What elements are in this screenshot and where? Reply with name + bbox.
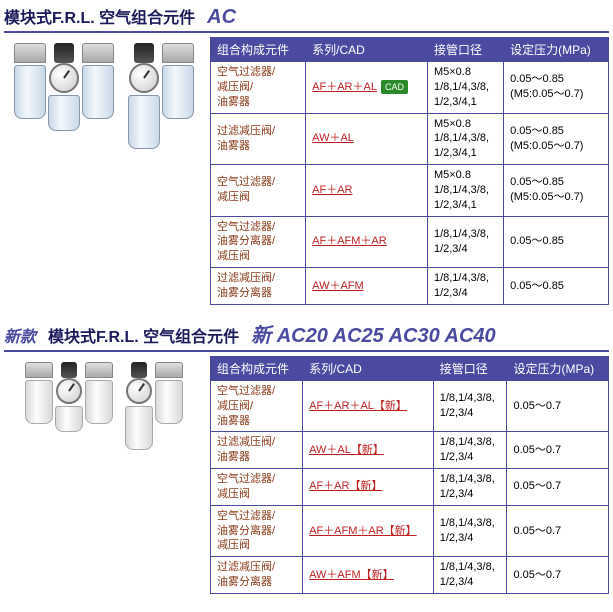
cell-component: 空气过滤器/减压阀/油雾器: [211, 62, 306, 114]
table-header: 设定压力(MPa): [507, 356, 609, 380]
series-link[interactable]: AF＋AR: [312, 184, 352, 196]
cell-component: 过滤减压阀/油雾分离器: [211, 268, 306, 305]
section1-title-code: AC: [207, 6, 236, 29]
table-header: 组合构成元件: [211, 38, 306, 62]
table-header: 接管口径: [427, 38, 503, 62]
section2-title-code: 新 AC20 AC25 AC30 AC40: [251, 319, 496, 348]
cell-component: 空气过滤器/油雾分离器/减压阀: [211, 216, 306, 268]
cell-port: 1/8,1/4,3/8,1/2,3/4: [433, 432, 507, 469]
cell-series: AF＋AR【新】: [303, 469, 434, 506]
section1-product-image: [4, 37, 204, 149]
section2-title-main: 模块式F.R.L. 空气组合元件: [48, 323, 239, 347]
table-row: 空气过滤器/减压阀 AF＋AR【新】 1/8,1/4,3/8,1/2,3/40.05…: [211, 469, 609, 506]
cell-port: 1/8,1/4,3/8,1/2,3/4: [427, 216, 503, 268]
cell-component: 过滤减压阀/油雾分离器: [211, 557, 303, 594]
table-header: 设定压力(MPa): [504, 38, 609, 62]
cell-component: 空气过滤器/减压阀/油雾器: [211, 380, 303, 432]
cell-component: 空气过滤器/减压阀: [211, 165, 306, 217]
series-link[interactable]: AW＋AFM【新】: [309, 569, 394, 581]
table-row: 过滤减压阀/油雾器 AW＋AL M5×0.81/8,1/4,3/8,1/2,3/4,…: [211, 113, 609, 165]
series-link[interactable]: AF＋AFM＋AR: [312, 235, 387, 247]
table-header: 接管口径: [433, 356, 507, 380]
cell-pressure: 0.05～0.85(M5:0.05～0.7): [504, 62, 609, 114]
cell-port: 1/8,1/4,3/8,1/2,3/4: [427, 268, 503, 305]
section2-title: 新款 模块式F.R.L. 空气组合元件 新 AC20 AC25 AC30 AC4…: [4, 319, 609, 352]
series-link[interactable]: AF＋AR＋AL【新】: [309, 400, 407, 412]
series-link[interactable]: AW＋AFM: [312, 280, 364, 292]
table-row: 空气过滤器/减压阀/油雾器 AF＋AR＋AL CAD M5×0.81/8,1/4,3/…: [211, 62, 609, 114]
series-link[interactable]: AF＋AR＋AL: [312, 81, 377, 93]
cell-series: AF＋AFM＋AR【新】: [303, 505, 434, 557]
cell-pressure: 0.05～0.85: [504, 268, 609, 305]
cad-badge-icon[interactable]: CAD: [381, 80, 408, 94]
cell-series: AW＋AL: [306, 113, 428, 165]
section2-product-image: [4, 356, 204, 450]
cell-port: 1/8,1/4,3/8,1/2,3/4: [433, 505, 507, 557]
section2-title-new: 新款: [4, 323, 36, 347]
section1-body: 组合构成元件系列/CAD接管口径设定压力(MPa) 空气过滤器/减压阀/油雾器A…: [4, 37, 609, 305]
cell-series: AF＋AFM＋AR: [306, 216, 428, 268]
cell-port: 1/8,1/4,3/8,1/2,3/4: [433, 557, 507, 594]
cell-series: AF＋AR: [306, 165, 428, 217]
cell-series: AW＋AL【新】: [303, 432, 434, 469]
series-link[interactable]: AW＋AL【新】: [309, 444, 384, 456]
cell-component: 过滤减压阀/油雾器: [211, 432, 303, 469]
cell-pressure: 0.05～0.7: [507, 380, 609, 432]
cell-pressure: 0.05～0.7: [507, 469, 609, 506]
section1-title: 模块式F.R.L. 空气组合元件 AC: [4, 4, 609, 33]
table-row: 空气过滤器/减压阀 AF＋AR M5×0.81/8,1/4,3/8,1/2,3/4,…: [211, 165, 609, 217]
cell-series: AF＋AR＋AL【新】: [303, 380, 434, 432]
table-header: 组合构成元件: [211, 356, 303, 380]
table-row: 过滤减压阀/油雾器 AW＋AL【新】 1/8,1/4,3/8,1/2,3/40.05…: [211, 432, 609, 469]
cell-pressure: 0.05～0.7: [507, 432, 609, 469]
cell-port: M5×0.81/8,1/4,3/8,1/2,3/4,1: [427, 62, 503, 114]
cell-port: 1/8,1/4,3/8,1/2,3/4: [433, 469, 507, 506]
table-header: 系列/CAD: [303, 356, 434, 380]
cell-pressure: 0.05～0.85: [504, 216, 609, 268]
cell-pressure: 0.05～0.7: [507, 505, 609, 557]
table-row: 空气过滤器/减压阀/油雾器 AF＋AR＋AL【新】 1/8,1/4,3/8,1/2,…: [211, 380, 609, 432]
section1-title-main: 模块式F.R.L. 空气组合元件: [4, 4, 195, 28]
cell-port: M5×0.81/8,1/4,3/8,1/2,3/4,1: [427, 113, 503, 165]
section2-body: 组合构成元件系列/CAD接管口径设定压力(MPa) 空气过滤器/减压阀/油雾器 A…: [4, 356, 609, 594]
table-row: 空气过滤器/油雾分离器/减压阀 AF＋AFM＋AR【新】 1/8,1/4,3/8,1…: [211, 505, 609, 557]
table-row: 过滤减压阀/油雾分离器 AW＋AFM【新】 1/8,1/4,3/8,1/2,3/40…: [211, 557, 609, 594]
cell-port: 1/8,1/4,3/8,1/2,3/4: [433, 380, 507, 432]
cell-pressure: 0.05～0.7: [507, 557, 609, 594]
cell-pressure: 0.05～0.85(M5:0.05～0.7): [504, 165, 609, 217]
cell-pressure: 0.05～0.85(M5:0.05～0.7): [504, 113, 609, 165]
section2-table: 组合构成元件系列/CAD接管口径设定压力(MPa) 空气过滤器/减压阀/油雾器 A…: [210, 356, 609, 594]
cell-series: AW＋AFM【新】: [303, 557, 434, 594]
table-row: 空气过滤器/油雾分离器/减压阀 AF＋AFM＋AR 1/8,1/4,3/8,1/2,…: [211, 216, 609, 268]
cell-component: 空气过滤器/减压阀: [211, 469, 303, 506]
table-row: 过滤减压阀/油雾分离器 AW＋AFM 1/8,1/4,3/8,1/2,3/40.05…: [211, 268, 609, 305]
series-link[interactable]: AF＋AFM＋AR【新】: [309, 525, 417, 537]
section1-table: 组合构成元件系列/CAD接管口径设定压力(MPa) 空气过滤器/减压阀/油雾器A…: [210, 37, 609, 305]
series-link[interactable]: AW＋AL: [312, 132, 354, 144]
cell-component: 过滤减压阀/油雾器: [211, 113, 306, 165]
cell-series: AW＋AFM: [306, 268, 428, 305]
cell-port: M5×0.81/8,1/4,3/8,1/2,3/4,1: [427, 165, 503, 217]
cell-component: 空气过滤器/油雾分离器/减压阀: [211, 505, 303, 557]
cell-series: AF＋AR＋AL CAD: [306, 62, 428, 114]
series-link[interactable]: AF＋AR【新】: [309, 480, 382, 492]
table-header: 系列/CAD: [306, 38, 428, 62]
